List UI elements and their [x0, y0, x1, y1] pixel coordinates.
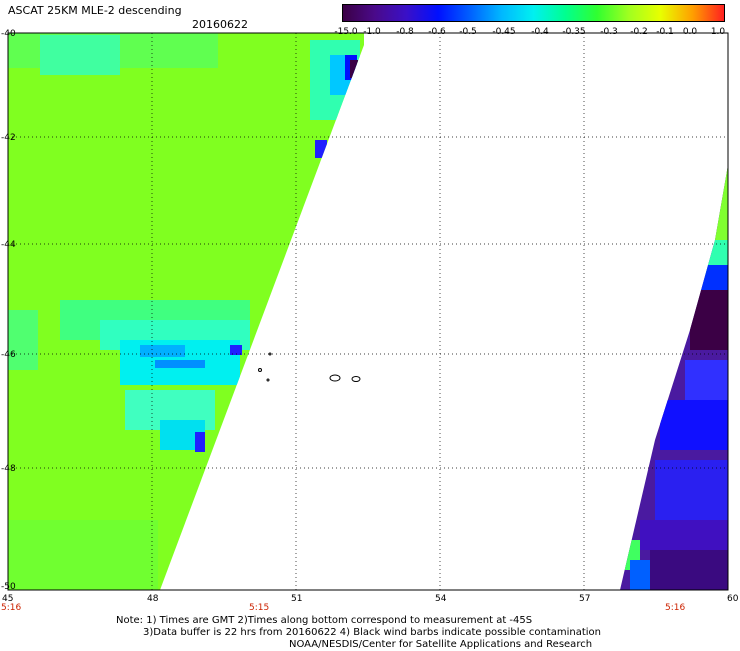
lon-label: 51 — [291, 594, 302, 604]
lat-label: -50 — [1, 582, 16, 592]
lon-label: 60 — [727, 594, 739, 604]
lat-label: -44 — [1, 240, 16, 250]
time-label: 5:15 — [249, 603, 269, 613]
colorbar-label: -0.3 — [600, 27, 618, 37]
product-date: 20160622 — [192, 18, 248, 31]
note-line-3: NOAA/NESDIS/Center for Satellite Applica… — [289, 639, 593, 650]
colorbar — [342, 4, 725, 22]
plot-frame — [7, 32, 729, 591]
colorbar-label: -15.0 — [334, 27, 358, 37]
note-line-1: Note: 1) Times are GMT 2)Times along bot… — [116, 615, 533, 626]
colorbar-labels: -15.0 -1.0 -0.8 -0.6 -0.5 -0.45 -0.4 -0.… — [332, 27, 732, 39]
colorbar-label: -0.4 — [531, 27, 549, 37]
left-swath — [8, 33, 364, 590]
lat-label: -48 — [1, 464, 16, 474]
lat-labels: -40 -42 -44 -46 -48 -50 — [1, 29, 16, 592]
colorbar-label: -0.6 — [428, 27, 446, 37]
islands — [258, 352, 361, 382]
product-title: ASCAT 25KM MLE-2 descending — [8, 4, 182, 17]
colorbar-label: -0.45 — [492, 27, 516, 37]
colorbar-label: 1.0 — [710, 27, 726, 37]
lat-label: -46 — [1, 350, 16, 360]
lon-label: 54 — [435, 594, 447, 604]
lat-label: -42 — [1, 133, 16, 143]
colorbar-label: -0.2 — [630, 27, 648, 37]
time-label: 5:16 — [665, 603, 685, 613]
colorbar-label: -0.8 — [396, 27, 414, 37]
colorbar-label: -1.0 — [363, 27, 381, 37]
graticule — [8, 33, 728, 590]
time-label: 5:16 — [1, 603, 21, 613]
right-swath — [620, 165, 728, 590]
lat-label: -40 — [1, 29, 16, 39]
colorbar-label: -0.35 — [562, 27, 586, 37]
lon-labels: 45 48 51 54 57 60 — [2, 594, 739, 604]
note-line-2: 3)Data buffer is 22 hrs from 20160622 4)… — [143, 627, 601, 638]
lon-label: 57 — [579, 594, 590, 604]
colorbar-label: -0.1 — [656, 27, 674, 37]
lon-label: 48 — [147, 594, 159, 604]
colorbar-label: 0.0 — [682, 27, 698, 37]
time-labels: 5:16 5:15 5:16 — [1, 603, 685, 613]
colorbar-label: -0.5 — [459, 27, 477, 37]
lon-label: 45 — [2, 594, 13, 604]
